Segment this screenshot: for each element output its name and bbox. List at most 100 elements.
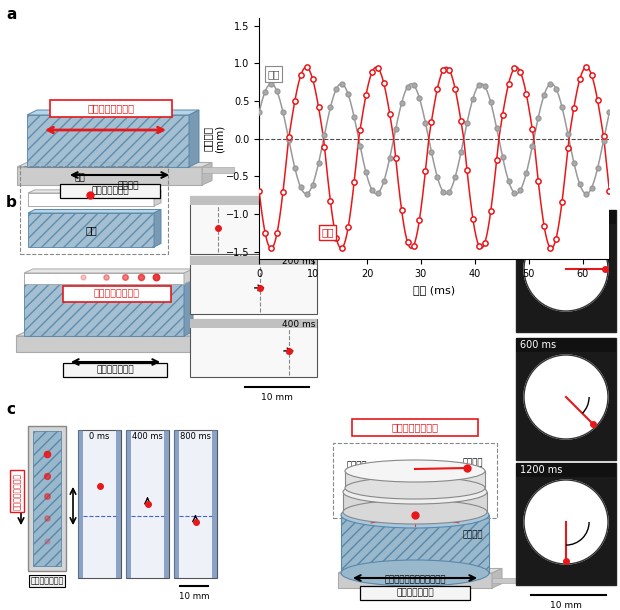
Polygon shape [202, 162, 212, 185]
Text: 入力：対称振動: 入力：対称振動 [30, 576, 64, 586]
Text: テフロン: テフロン [118, 181, 140, 190]
Polygon shape [28, 209, 161, 213]
Bar [116, 430, 121, 578]
Text: ナノシートを風車状に配置: ナノシートを風車状に配置 [384, 575, 446, 584]
Text: 800 ms: 800 ms [180, 432, 211, 441]
Bar [190, 256, 317, 314]
Text: 0 ms: 0 ms [293, 197, 315, 206]
Bar [341, 515, 489, 573]
Text: 0 ms: 0 ms [89, 432, 109, 441]
Text: 目印の線: 目印の線 [347, 462, 367, 470]
Text: 10 mm: 10 mm [179, 592, 210, 601]
Ellipse shape [345, 460, 485, 482]
Bar [63, 363, 167, 377]
Bar [345, 471, 485, 488]
Bar [174, 430, 217, 578]
Bar [78, 430, 83, 578]
Text: 入力: 入力 [267, 69, 280, 79]
Bar [20, 166, 168, 254]
Y-axis label: 移動距離
(mm): 移動距離 (mm) [203, 124, 224, 153]
Bar [338, 573, 492, 588]
Polygon shape [27, 110, 199, 115]
Bar [492, 578, 522, 583]
Circle shape [524, 355, 608, 439]
Bar [202, 167, 234, 173]
Polygon shape [16, 332, 202, 336]
Circle shape [524, 227, 608, 311]
Bar [78, 430, 121, 578]
Text: 1200 ms: 1200 ms [520, 465, 562, 475]
Polygon shape [154, 190, 161, 206]
Polygon shape [189, 110, 199, 167]
Text: 10 mm: 10 mm [261, 393, 293, 402]
Bar [193, 339, 221, 344]
X-axis label: 時間 (ms): 時間 (ms) [414, 284, 455, 295]
Bar [516, 338, 616, 352]
Bar [343, 492, 487, 512]
Polygon shape [17, 162, 212, 167]
Bar [333, 443, 497, 518]
Polygon shape [184, 269, 193, 284]
Bar [50, 100, 172, 117]
Bar [360, 586, 470, 600]
Bar [126, 430, 169, 578]
Bar [164, 430, 169, 578]
Text: テフロン
車輪: テフロン 車輪 [463, 458, 484, 478]
Bar [28, 426, 66, 571]
Text: 400 ms: 400 ms [281, 320, 315, 329]
Text: ゲル: ゲル [85, 225, 97, 235]
Text: a: a [6, 7, 16, 22]
Bar [63, 286, 171, 302]
Ellipse shape [341, 560, 489, 586]
Text: ゲル円盤: ゲル円盤 [463, 531, 484, 539]
Bar [126, 430, 131, 578]
Polygon shape [338, 569, 502, 573]
Text: 出力：一方向回転: 出力：一方向回転 [391, 423, 438, 432]
Bar [190, 256, 317, 265]
Text: 水滴: 水滴 [74, 173, 86, 182]
Text: 出力：一方向移動: 出力：一方向移動 [94, 290, 140, 298]
Bar [516, 338, 616, 460]
Polygon shape [184, 279, 193, 336]
Bar [516, 463, 616, 585]
Text: c: c [6, 402, 15, 417]
Bar [516, 210, 616, 332]
Bar [212, 430, 217, 578]
Polygon shape [28, 190, 161, 193]
Bar [27, 115, 189, 167]
Bar [516, 463, 616, 477]
Polygon shape [24, 269, 193, 273]
Polygon shape [193, 332, 202, 352]
Bar [174, 430, 179, 578]
Bar [352, 419, 478, 436]
Bar [24, 284, 184, 336]
Text: 0 ms: 0 ms [520, 212, 544, 222]
Bar [24, 273, 184, 284]
Bar [60, 184, 160, 198]
Bar [16, 336, 193, 352]
Polygon shape [492, 569, 502, 588]
Text: 600 ms: 600 ms [520, 340, 556, 350]
Text: 出力：非対称振動: 出力：非対称振動 [87, 104, 135, 113]
Polygon shape [154, 209, 161, 247]
Text: 入力：対称振動: 入力：対称振動 [396, 589, 434, 598]
Text: 10 mm: 10 mm [550, 601, 582, 610]
Bar [33, 431, 61, 566]
Bar [190, 319, 317, 328]
Bar [516, 210, 616, 224]
Polygon shape [24, 279, 193, 284]
Text: テフロン
受皿: テフロン 受皿 [463, 487, 484, 507]
Text: 出力：一方向移動: 出力：一方向移動 [12, 473, 22, 509]
Ellipse shape [345, 477, 485, 499]
Bar [28, 193, 154, 206]
Text: 入力：対称振動: 入力：対称振動 [91, 187, 129, 195]
Text: 200 ms: 200 ms [281, 257, 315, 266]
Text: d: d [316, 195, 327, 210]
Bar [28, 213, 154, 247]
Bar [190, 319, 317, 377]
Text: b: b [6, 195, 17, 210]
Ellipse shape [343, 500, 487, 524]
Ellipse shape [343, 480, 487, 504]
Text: 400 ms: 400 ms [131, 432, 162, 441]
Bar [190, 196, 317, 254]
